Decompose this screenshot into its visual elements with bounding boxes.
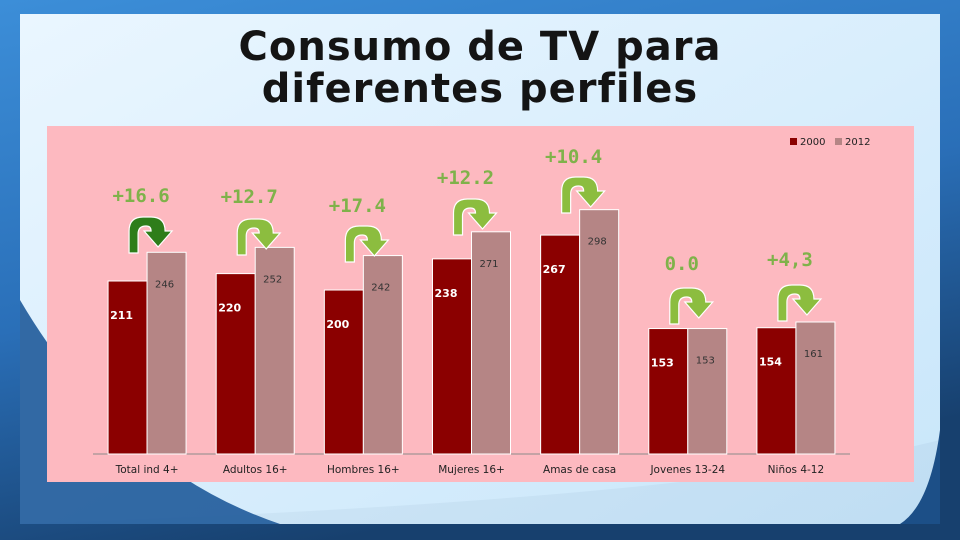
data-label-2000: 220 [218, 302, 241, 315]
bar-2012 [579, 209, 620, 455]
bar-2000 [215, 273, 256, 455]
delta-annotation: +10.4 [545, 146, 602, 168]
data-label-2000: 200 [326, 318, 349, 331]
data-label-2012: 298 [588, 237, 607, 248]
bar-2012 [795, 321, 836, 455]
delta-annotation: 0.0 [665, 253, 699, 275]
bar-2012 [146, 251, 187, 455]
data-label-2012: 246 [155, 279, 174, 290]
bar-2012 [362, 255, 403, 455]
bar-2012 [471, 231, 511, 455]
x-tick-label: Amas de casa [543, 464, 616, 476]
data-label-2012: 153 [696, 356, 715, 367]
data-label-2012: 161 [804, 349, 823, 360]
data-label-2012: 242 [371, 283, 390, 294]
slide-title: Consumo de TV para diferentes perfiles [238, 24, 722, 112]
data-label-2012: 271 [479, 259, 498, 270]
delta-annotation: +12.7 [221, 186, 278, 208]
delta-annotation: +12.2 [437, 167, 494, 189]
data-label-2000: 153 [651, 357, 674, 370]
x-tick-label: Mujeres 16+ [438, 464, 505, 476]
data-label-2012: 252 [263, 274, 282, 285]
x-tick-label: Jovenes 13-24 [649, 464, 725, 476]
delta-annotation: +4,3 [767, 249, 813, 271]
curved-arrow-icon [561, 176, 606, 214]
x-tick-label: Hombres 16+ [327, 464, 400, 476]
data-label-2000: 154 [759, 356, 782, 369]
bar-2012 [687, 328, 728, 455]
legend-swatch-2000 [790, 138, 797, 145]
bar-2000 [107, 280, 148, 455]
data-label-2000: 267 [543, 263, 566, 276]
delta-annotation: +16.6 [112, 185, 169, 207]
bar-2000 [432, 258, 472, 455]
legend-label-2000: 2000 [800, 137, 825, 148]
bar-2000 [648, 328, 689, 455]
data-label-2000: 211 [110, 309, 133, 322]
curved-arrow-icon [452, 198, 498, 236]
bar-2000 [756, 327, 797, 455]
curved-arrow-icon [777, 284, 823, 322]
x-tick-label: Total ind 4+ [115, 464, 179, 476]
delta-annotation: +17.4 [329, 195, 386, 217]
bar-2000 [540, 234, 581, 455]
data-label-2000: 238 [435, 287, 458, 300]
curved-arrow-icon [669, 287, 715, 325]
legend-swatch-2012 [835, 138, 842, 145]
legend-label-2012: 2012 [845, 137, 870, 148]
curved-arrow-icon [236, 218, 282, 256]
curved-arrow-icon [128, 216, 174, 254]
bar-2012 [254, 246, 295, 455]
bar-2000 [323, 289, 364, 455]
x-tick-label: Niños 4-12 [768, 464, 825, 476]
x-tick-label: Adultos 16+ [223, 464, 288, 476]
curved-arrow-icon [344, 225, 390, 263]
